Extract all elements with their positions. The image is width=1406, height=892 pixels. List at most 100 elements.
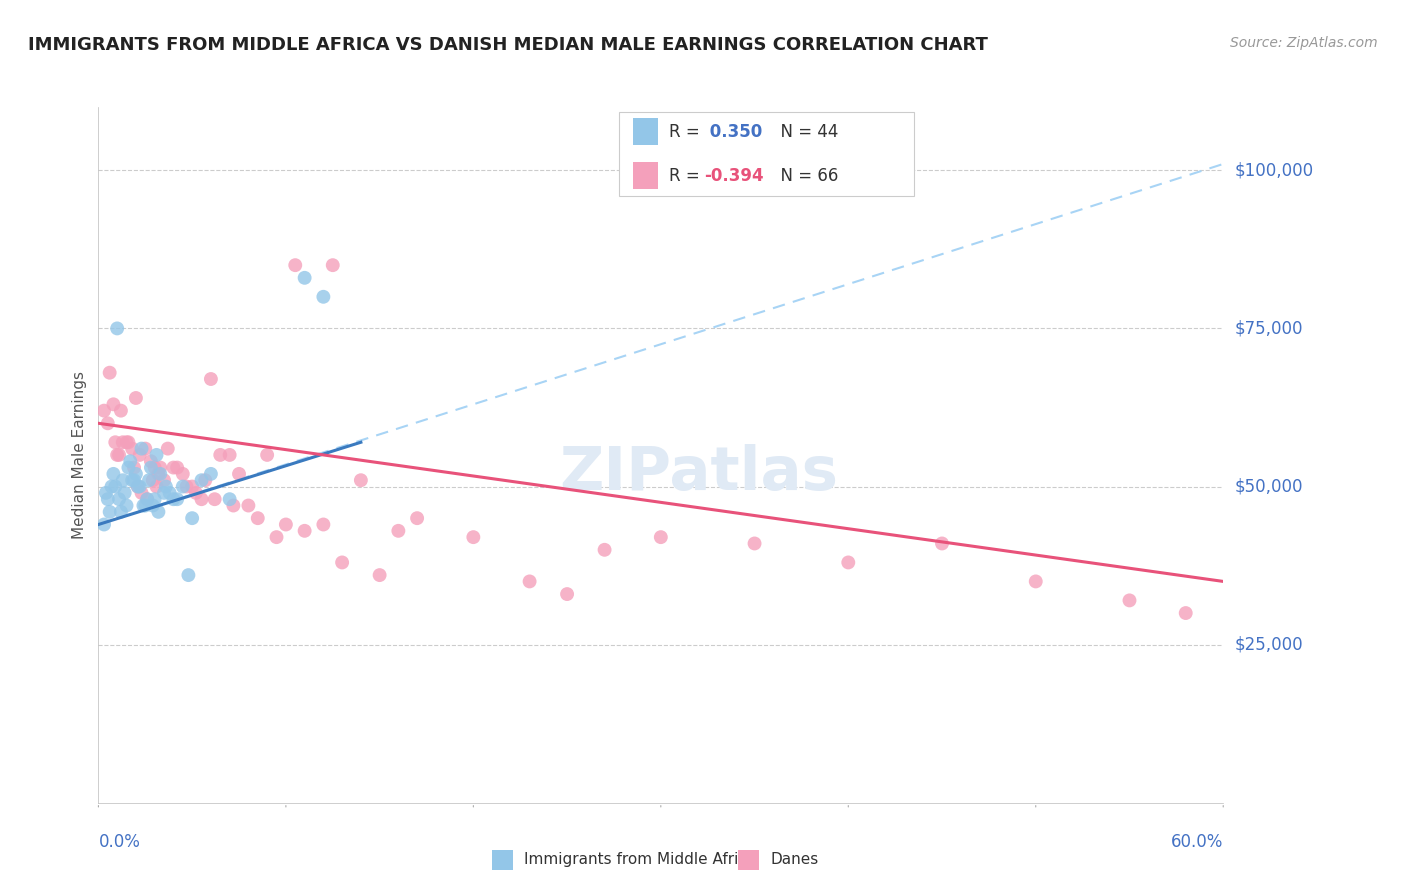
Point (122, 460, 145, 475)
Text: 0.0%: 0.0% (98, 833, 141, 851)
Point (138, 473, 160, 487)
Point (166, 492, 188, 507)
Text: N = 66: N = 66 (770, 167, 839, 185)
Text: $25,000: $25,000 (1234, 636, 1303, 654)
Point (121, 442, 143, 456)
Point (111, 473, 134, 487)
Point (194, 473, 217, 487)
Point (181, 479, 204, 493)
Point (149, 460, 172, 475)
Point (322, 258, 344, 272)
Point (650, 530, 672, 544)
Point (105, 321, 128, 335)
Point (330, 556, 353, 570)
Point (98, 505, 121, 519)
Point (238, 499, 260, 513)
Point (134, 499, 156, 513)
Point (105, 448, 128, 462)
Point (274, 517, 297, 532)
Point (108, 492, 131, 507)
Point (148, 467, 170, 481)
Text: $50,000: $50,000 (1234, 477, 1303, 496)
Point (200, 372, 222, 386)
Point (593, 542, 616, 557)
Point (139, 460, 162, 475)
Point (294, 270, 316, 285)
Point (555, 587, 578, 601)
Point (218, 492, 240, 507)
Point (142, 499, 165, 513)
Point (294, 524, 316, 538)
Point (184, 486, 207, 500)
Point (145, 448, 167, 462)
Point (110, 403, 132, 417)
Point (1025, 574, 1047, 589)
Point (111, 435, 134, 450)
Text: ZIPatlas: ZIPatlas (558, 444, 838, 503)
Point (115, 499, 138, 513)
Point (368, 568, 391, 582)
Point (128, 479, 150, 493)
Point (103, 467, 125, 481)
Point (125, 467, 148, 481)
Point (98, 366, 121, 380)
Point (837, 556, 859, 570)
Y-axis label: Median Male Earnings: Median Male Earnings (72, 371, 87, 539)
Point (145, 479, 167, 493)
Point (172, 479, 194, 493)
Point (463, 530, 485, 544)
Point (127, 479, 149, 493)
Point (125, 391, 148, 405)
Point (312, 290, 335, 304)
Point (190, 473, 212, 487)
Point (209, 448, 232, 462)
Point (136, 492, 159, 507)
Point (117, 435, 139, 450)
Point (387, 524, 409, 538)
Point (110, 505, 132, 519)
Text: Source: ZipAtlas.com: Source: ZipAtlas.com (1230, 36, 1378, 50)
Point (218, 448, 240, 462)
Point (181, 511, 204, 525)
Point (176, 479, 198, 493)
Text: Immigrants from Middle Africa: Immigrants from Middle Africa (524, 852, 756, 867)
Point (115, 435, 138, 450)
Text: N = 44: N = 44 (770, 122, 839, 141)
Point (153, 473, 176, 487)
Point (246, 511, 269, 525)
Point (155, 479, 177, 493)
Point (131, 486, 153, 500)
Point (266, 530, 288, 544)
Text: IMMIGRANTS FROM MIDDLE AFRICA VS DANISH MEDIAN MALE EARNINGS CORRELATION CHART: IMMIGRANTS FROM MIDDLE AFRICA VS DANISH … (28, 36, 988, 54)
Point (104, 435, 127, 450)
Point (143, 460, 166, 475)
Point (162, 460, 184, 475)
Point (931, 536, 953, 550)
Point (222, 499, 245, 513)
Point (100, 479, 122, 493)
Text: $100,000: $100,000 (1234, 161, 1313, 179)
Point (190, 492, 212, 507)
Point (136, 492, 159, 507)
Point (122, 473, 145, 487)
Point (139, 454, 162, 468)
Point (93, 517, 115, 532)
Point (200, 467, 222, 481)
Point (121, 473, 143, 487)
Point (143, 492, 166, 507)
Point (204, 492, 226, 507)
Point (406, 511, 429, 525)
Point (162, 492, 184, 507)
Text: $75,000: $75,000 (1234, 319, 1303, 337)
Text: -0.394: -0.394 (704, 167, 763, 185)
Point (350, 473, 373, 487)
Point (159, 486, 181, 500)
Point (519, 574, 541, 589)
Text: 60.0%: 60.0% (1171, 833, 1223, 851)
Point (114, 486, 136, 500)
Point (93, 403, 115, 417)
Text: 0.350: 0.350 (704, 122, 762, 141)
Point (128, 448, 150, 462)
Point (149, 467, 172, 481)
Point (1118, 593, 1140, 607)
